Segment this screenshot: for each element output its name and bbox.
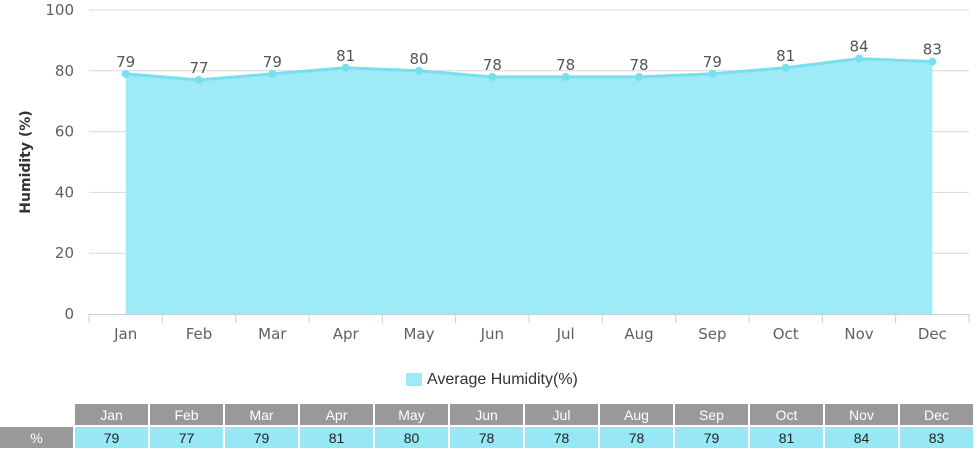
- table-header-row: Jan Feb Mar Apr May Jun Jul Aug Sep Oct Nov Dec: [0, 404, 973, 425]
- data-label: 79: [116, 53, 135, 71]
- y-tick-label: 60: [55, 123, 74, 141]
- table-month-header: Oct: [750, 404, 823, 425]
- table-value-cell: 78: [525, 427, 598, 448]
- data-point: [561, 72, 570, 81]
- x-tick-label: Oct: [773, 325, 799, 343]
- y-tick-label: 40: [55, 183, 74, 201]
- data-point: [855, 54, 863, 63]
- table-month-header: Jul: [525, 404, 598, 425]
- table-corner: [0, 404, 73, 425]
- data-label: 83: [923, 41, 942, 59]
- x-tick-label: Apr: [333, 325, 360, 343]
- table-month-header: Feb: [150, 404, 223, 425]
- table-value-cell: 78: [450, 427, 523, 448]
- x-tick-label: Feb: [186, 325, 213, 343]
- data-point: [268, 69, 277, 78]
- data-point: [781, 63, 790, 72]
- data-label: 78: [483, 56, 502, 74]
- table-value-cell: 79: [675, 427, 748, 448]
- table-value-cell: 81: [300, 427, 373, 448]
- x-tick-label: Jun: [480, 325, 504, 343]
- data-label: 79: [263, 53, 282, 71]
- table-value-cell: 79: [75, 427, 148, 448]
- table-value-cell: 79: [225, 427, 298, 448]
- y-tick-label: 0: [64, 305, 74, 323]
- table-month-header: Aug: [600, 404, 673, 425]
- data-point: [708, 69, 717, 78]
- table-value-row: % 79 77 79 81 80 78 78 78 79 81 84 83: [0, 427, 973, 448]
- table-value-cell: 78: [600, 427, 673, 448]
- legend-label: Average Humidity(%): [427, 371, 578, 388]
- x-tick-label: Jan: [113, 325, 137, 343]
- data-point: [341, 63, 350, 72]
- x-tick-label: Dec: [918, 325, 947, 343]
- data-point: [195, 75, 203, 84]
- data-label: 80: [409, 50, 428, 68]
- table-month-header: May: [375, 404, 448, 425]
- y-tick-label: 20: [55, 244, 74, 262]
- area-fill: [125, 58, 933, 314]
- x-tick-label: May: [403, 325, 434, 343]
- x-axis: Jan Feb Mar Apr May Jun Jul Aug Sep Oct Nov Dec: [88, 314, 970, 343]
- data-point: [635, 72, 643, 81]
- data-table: Jan Feb Mar Apr May Jun Jul Aug Sep Oct Nov Dec % 7…: [0, 402, 975, 450]
- y-tick-label: 100: [45, 1, 74, 19]
- legend: Average Humidity(%): [406, 371, 578, 388]
- data-points: 79 77 79 81 80 78 78 78 79 81 84 83: [116, 38, 942, 84]
- x-tick-label: Nov: [844, 325, 873, 343]
- data-label: 78: [556, 56, 575, 74]
- table-value-cell: 81: [750, 427, 823, 448]
- x-tick-label: Aug: [624, 325, 653, 343]
- y-axis-label: Humidity (%): [18, 110, 34, 213]
- y-tick-label: 80: [55, 62, 74, 80]
- table-month-header: Jan: [75, 404, 148, 425]
- area-series: [125, 57, 933, 314]
- data-label: 79: [703, 53, 722, 71]
- table-month-header: Sep: [675, 404, 748, 425]
- data-label: 81: [776, 47, 795, 65]
- table-month-header: Mar: [225, 404, 298, 425]
- table-month-header: Apr: [300, 404, 373, 425]
- x-tick-label: Mar: [258, 325, 287, 343]
- table-value-cell: 84: [825, 427, 898, 448]
- table-row-label: %: [0, 427, 73, 448]
- table-month-header: Dec: [900, 404, 973, 425]
- y-axis-ticks: 0 20 40 60 80 100: [45, 1, 74, 323]
- data-point: [928, 57, 937, 66]
- humidity-chart: 0 20 40 60 80 100 Humidity (%) Jan Feb Mar Apr Ma…: [18, 1, 970, 388]
- series-line: [125, 57, 933, 82]
- data-point: [415, 66, 423, 75]
- data-label: 81: [336, 47, 355, 65]
- table-value-cell: 77: [150, 427, 223, 448]
- data-label: 78: [629, 56, 648, 74]
- x-tick-label: Jul: [556, 325, 575, 343]
- data-point: [488, 72, 497, 81]
- table-value-cell: 80: [375, 427, 448, 448]
- legend-swatch: [406, 373, 422, 386]
- data-label: 77: [189, 59, 208, 77]
- data-label: 84: [849, 38, 868, 56]
- table-value-cell: 83: [900, 427, 973, 448]
- data-point: [121, 69, 130, 78]
- x-tick-label: Sep: [698, 325, 726, 343]
- table-month-header: Jun: [450, 404, 523, 425]
- table-month-header: Nov: [825, 404, 898, 425]
